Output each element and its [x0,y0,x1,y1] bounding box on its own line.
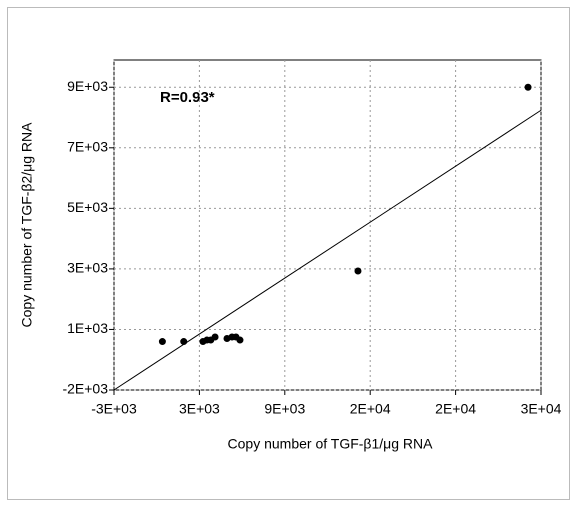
y-tick-label: -2E+03 [62,381,108,397]
y-tick-label: 9E+03 [67,78,108,94]
frame [7,7,570,500]
y-tick-label: 1E+03 [67,320,108,336]
x-tick-label: 2E+04 [350,401,391,417]
point [236,336,244,344]
point [180,338,188,346]
y-tick-label: 5E+03 [67,199,108,215]
y-tick-label: 3E+03 [67,260,108,276]
y-axis-label: Copy number of TGF-β2/μg RNA [19,122,35,328]
x-tick-label: 3E+03 [179,401,220,417]
annotation: R=0.93* [160,89,215,106]
point [158,338,166,346]
point [354,267,362,275]
point [211,333,219,341]
x-tick-label: 9E+03 [264,401,305,417]
x-tick-label: -3E+03 [91,401,137,417]
x-tick-label: 2E+04 [435,401,476,417]
y-tick-label: 7E+03 [67,139,108,155]
x-axis-label: Copy number of TGF-β1/μg RNA [228,436,434,452]
point [524,83,532,91]
x-tick-label: 3E+04 [521,401,562,417]
